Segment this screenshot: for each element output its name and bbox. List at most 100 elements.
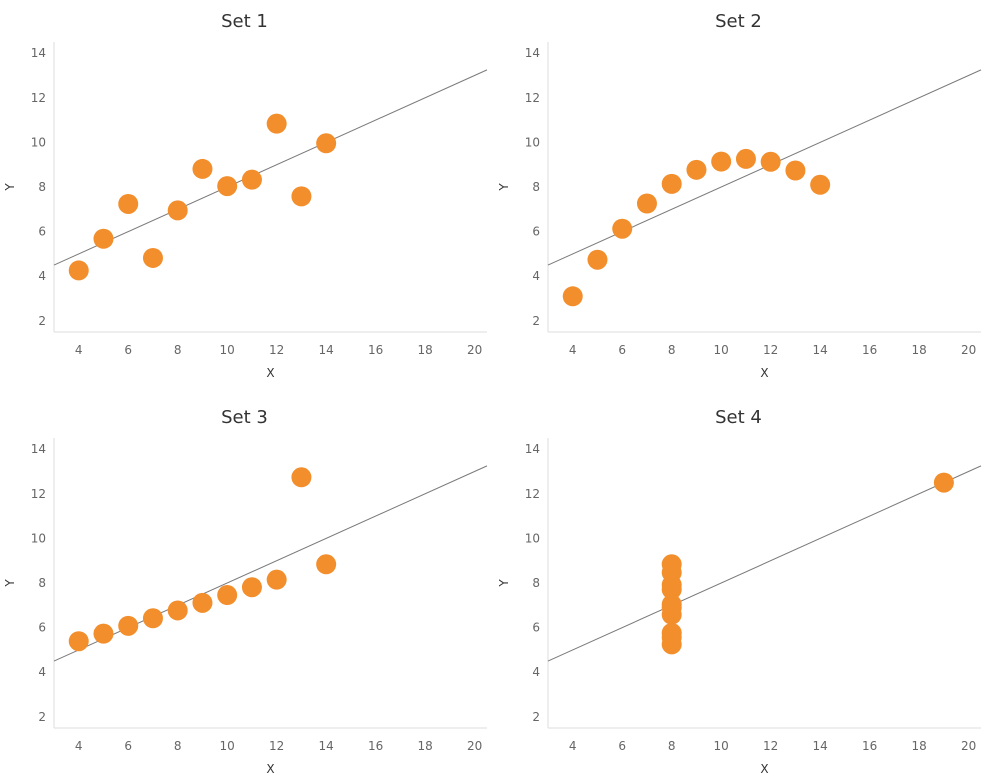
y-tick-label: 2 (532, 710, 540, 724)
x-tick-label: 4 (569, 343, 577, 357)
data-point (68, 631, 89, 652)
x-tick-label: 18 (912, 343, 927, 357)
data-point (93, 228, 114, 249)
data-point (711, 151, 732, 172)
data-point (241, 577, 262, 598)
chart-panel-3: Set 3 2 4 6 8 10 12 14 4 6 8 10 12 14 16 18 20 X Y (3, 407, 488, 776)
x-axis-label: X (760, 762, 768, 776)
x-tick-label: 12 (269, 739, 284, 753)
x-tick-label: 20 (467, 739, 482, 753)
x-tick-label: 8 (174, 343, 182, 357)
data-point (810, 174, 831, 195)
trend-line (53, 465, 488, 662)
x-tick-label: 16 (862, 739, 877, 753)
data-point (68, 260, 89, 281)
chart-title: Set 3 (221, 407, 268, 428)
data-point (735, 148, 756, 169)
x-tick-label: 4 (75, 343, 83, 357)
data-point (118, 615, 139, 636)
x-tick-label: 10 (220, 343, 235, 357)
y-axis-label: Y (3, 579, 17, 588)
data-point (241, 169, 262, 190)
y-tick-label: 4 (532, 665, 540, 679)
y-axis-label: Y (497, 183, 511, 192)
x-tick-label: 6 (618, 739, 626, 753)
x-tick-label: 20 (467, 343, 482, 357)
y-tick-label: 14 (525, 46, 540, 60)
y-tick-label: 10 (525, 531, 540, 545)
y-tick-label: 6 (532, 621, 540, 635)
data-point (636, 193, 657, 214)
y-tick-label: 2 (532, 314, 540, 328)
data-point (291, 467, 312, 488)
x-tick-label: 16 (368, 343, 383, 357)
x-tick-label: 6 (618, 343, 626, 357)
data-point (217, 585, 238, 606)
x-tick-label: 10 (714, 739, 729, 753)
y-tick-label: 10 (525, 135, 540, 149)
data-point (760, 151, 781, 172)
x-tick-label: 20 (961, 739, 976, 753)
data-point (612, 218, 633, 239)
y-tick-label: 2 (38, 710, 46, 724)
data-point (142, 247, 163, 268)
data-point (217, 176, 238, 197)
data-point (316, 554, 337, 575)
y-tick-label: 6 (38, 225, 46, 239)
x-tick-label: 6 (124, 739, 132, 753)
x-tick-label: 8 (668, 343, 676, 357)
x-tick-label: 12 (763, 343, 778, 357)
x-tick-label: 18 (912, 739, 927, 753)
y-tick-label: 14 (31, 46, 46, 60)
chart-title: Set 1 (221, 11, 268, 32)
x-tick-label: 16 (368, 739, 383, 753)
x-tick-label: 4 (75, 739, 83, 753)
data-point (93, 623, 114, 644)
y-tick-label: 4 (38, 665, 46, 679)
y-tick-label: 6 (532, 225, 540, 239)
data-point (291, 186, 312, 207)
data-point (142, 608, 163, 629)
data-point (785, 160, 806, 181)
data-point (933, 472, 954, 493)
y-tick-label: 12 (31, 91, 46, 105)
y-tick-label: 12 (31, 487, 46, 501)
y-tick-label: 8 (532, 180, 540, 194)
data-point (661, 173, 682, 194)
x-tick-label: 4 (569, 739, 577, 753)
chart-panel-2: Set 2 2 4 6 8 10 12 14 4 6 8 10 12 14 16 18 20 X Y (497, 11, 982, 380)
x-tick-label: 18 (418, 739, 433, 753)
x-tick-label: 18 (418, 343, 433, 357)
chart-title: Set 4 (715, 407, 762, 428)
y-axis-label: Y (497, 579, 511, 588)
data-point (316, 133, 337, 154)
data-point (266, 113, 287, 134)
chart-panel-4: Set 4 2 4 6 8 10 12 14 4 6 8 10 12 14 16 18 20 X Y (497, 407, 982, 776)
y-tick-label: 12 (525, 487, 540, 501)
x-tick-label: 14 (319, 343, 334, 357)
x-tick-label: 20 (961, 343, 976, 357)
x-tick-label: 8 (668, 739, 676, 753)
x-tick-label: 6 (124, 343, 132, 357)
data-point (192, 158, 213, 179)
x-tick-label: 12 (269, 343, 284, 357)
x-tick-label: 10 (220, 739, 235, 753)
y-tick-label: 8 (38, 576, 46, 590)
y-axis-label: Y (3, 183, 17, 192)
y-tick-label: 4 (38, 269, 46, 283)
data-point (192, 592, 213, 613)
x-axis-label: X (266, 366, 274, 380)
y-tick-label: 2 (38, 314, 46, 328)
x-tick-label: 12 (763, 739, 778, 753)
data-point (661, 597, 682, 618)
y-tick-label: 8 (532, 576, 540, 590)
x-tick-label: 14 (319, 739, 334, 753)
y-tick-label: 8 (38, 180, 46, 194)
x-axis-label: X (760, 366, 768, 380)
chart-title: Set 2 (715, 11, 762, 32)
data-point (118, 193, 139, 214)
y-tick-label: 10 (31, 135, 46, 149)
data-point (661, 627, 682, 648)
